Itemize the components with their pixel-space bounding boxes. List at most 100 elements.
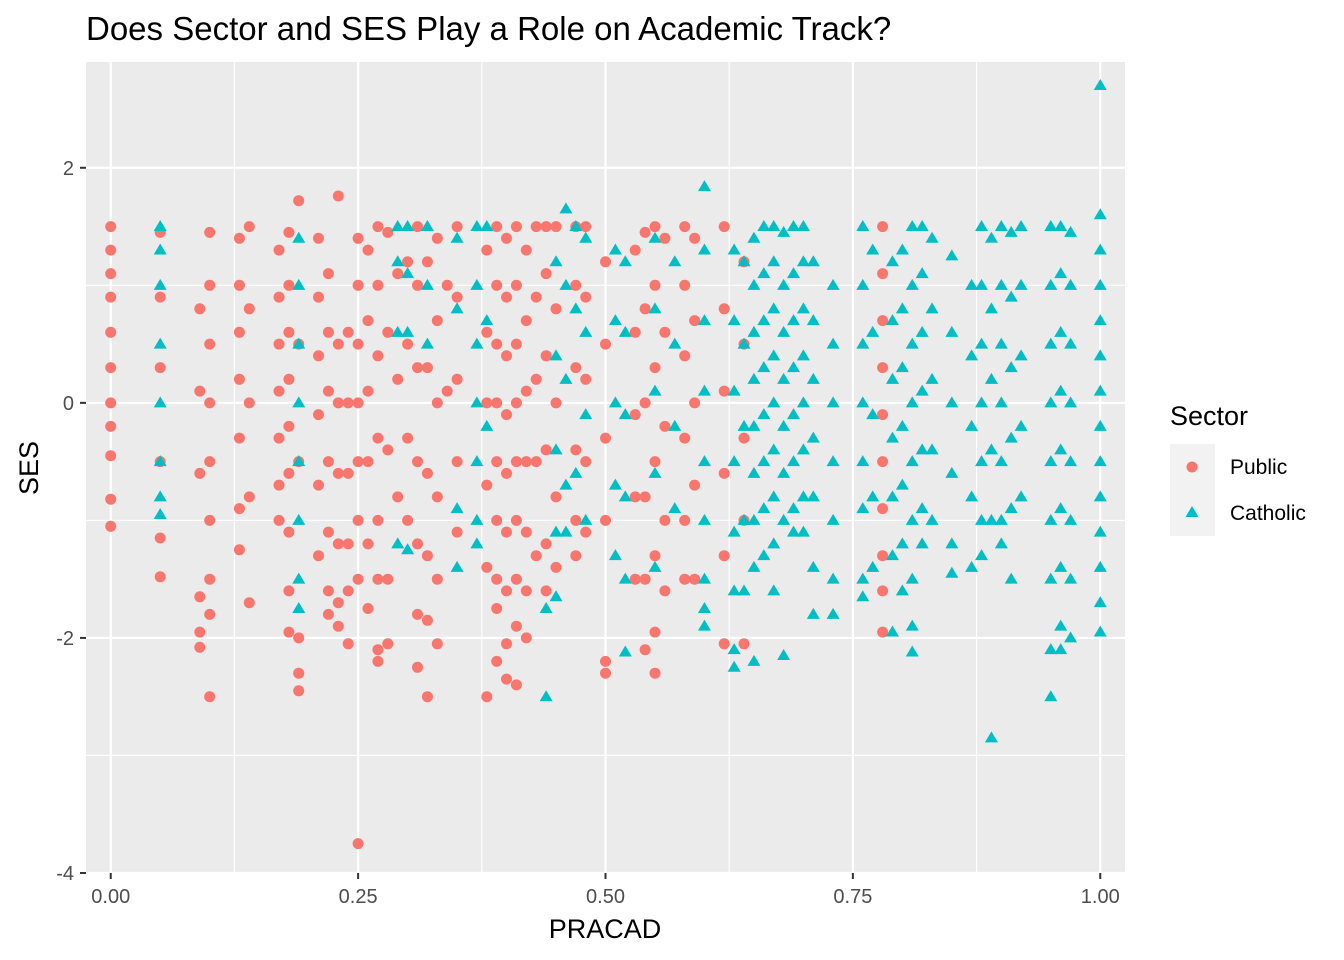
data-point-catholic (697, 455, 711, 467)
data-point-public (520, 585, 532, 597)
data-point-catholic (856, 572, 870, 584)
data-point-catholic (866, 243, 880, 255)
data-point-public (421, 362, 433, 374)
data-point-catholic (549, 443, 563, 455)
data-point-catholic (856, 220, 870, 232)
data-point-public (412, 661, 423, 673)
data-point-public (421, 691, 433, 703)
data-point-catholic (806, 560, 820, 572)
data-point-catholic (1054, 220, 1068, 232)
data-point-catholic (450, 231, 464, 243)
data-point-catholic (153, 337, 167, 349)
data-point-public (718, 638, 730, 650)
data-point-catholic (648, 560, 662, 572)
data-point-public (283, 326, 295, 338)
data-point-catholic (796, 396, 810, 408)
data-point-catholic (945, 566, 959, 578)
data-point-public (510, 620, 522, 632)
data-point-public (659, 326, 671, 338)
data-point-catholic (153, 243, 167, 255)
data-point-catholic (450, 302, 464, 314)
data-point-catholic (697, 513, 711, 525)
data-point-public (293, 685, 305, 697)
data-point-catholic (777, 466, 791, 478)
data-point-public (877, 315, 889, 327)
data-point-catholic (1044, 690, 1058, 702)
data-point-catholic (994, 513, 1008, 525)
data-point-public (372, 655, 384, 667)
data-point-catholic (925, 513, 939, 525)
data-point-catholic (1093, 560, 1107, 572)
data-point-catholic (1093, 455, 1107, 467)
data-point-public (322, 456, 334, 468)
data-point-public (530, 550, 542, 562)
data-point-catholic (1004, 225, 1018, 237)
legend-public-symbol (1186, 461, 1198, 473)
data-point-public (550, 397, 562, 409)
data-point-public (194, 641, 206, 653)
data-point-catholic (559, 202, 573, 214)
data-point-public (332, 397, 344, 409)
data-point-catholic (994, 455, 1008, 467)
data-point-public (362, 538, 374, 550)
data-point-public (877, 503, 889, 515)
data-point-catholic (895, 478, 909, 490)
data-point-catholic (826, 455, 840, 467)
data-point-catholic (1044, 455, 1058, 467)
data-point-public (877, 409, 889, 421)
data-point-catholic (618, 408, 632, 420)
data-point-catholic (668, 337, 682, 349)
data-point-catholic (608, 314, 622, 326)
data-point-catholic (787, 408, 801, 420)
data-point-public (629, 409, 641, 421)
data-point-public (283, 279, 295, 291)
data-point-catholic (915, 537, 929, 549)
data-point-public (689, 315, 701, 327)
data-point-public (194, 591, 206, 603)
data-point-catholic (965, 278, 979, 290)
data-point-public (332, 620, 344, 632)
data-point-public (530, 456, 542, 468)
data-point-public (204, 608, 216, 620)
data-point-catholic (826, 337, 840, 349)
series-catholic (153, 79, 1107, 743)
data-point-catholic (539, 690, 553, 702)
data-point-catholic (1064, 278, 1078, 290)
data-point-public (372, 644, 384, 656)
data-point-public (580, 526, 592, 538)
data-point-public (451, 526, 463, 538)
data-point-catholic (608, 478, 622, 490)
data-point-catholic (401, 543, 415, 555)
data-point-public (510, 397, 522, 409)
data-point-catholic (668, 255, 682, 267)
data-point-public (402, 256, 414, 268)
data-point-catholic (757, 549, 771, 561)
data-point-catholic (975, 513, 989, 525)
data-point-catholic (767, 490, 781, 502)
data-point-public (530, 221, 542, 233)
data-point-public (520, 456, 532, 468)
data-point-catholic (984, 372, 998, 384)
data-point-public (283, 373, 295, 385)
data-point-catholic (1093, 278, 1107, 290)
data-point-public (382, 573, 394, 585)
data-point-catholic (796, 349, 810, 361)
data-point-catholic (1093, 208, 1107, 220)
data-point-public (659, 585, 671, 597)
data-point-catholic (895, 302, 909, 314)
data-point-catholic (777, 513, 791, 525)
data-point-public (659, 514, 671, 526)
data-point-public (649, 550, 661, 562)
data-point-catholic (153, 396, 167, 408)
data-point-public (204, 573, 216, 585)
data-point-catholic (1093, 525, 1107, 537)
data-point-public (629, 326, 641, 338)
data-point-catholic (1044, 513, 1058, 525)
data-point-public (491, 456, 503, 468)
data-point-catholic (856, 278, 870, 290)
data-point-catholic (905, 278, 919, 290)
data-point-public (402, 338, 414, 350)
data-point-public (322, 585, 334, 597)
data-point-public (540, 444, 552, 456)
data-point-catholic (697, 572, 711, 584)
